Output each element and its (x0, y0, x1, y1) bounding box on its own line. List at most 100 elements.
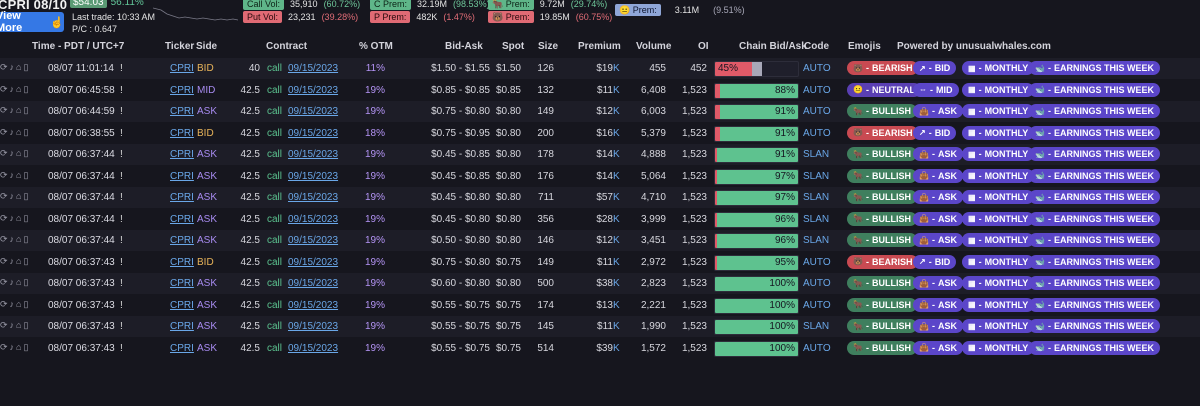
ticker-link[interactable]: CPRI (170, 84, 194, 96)
table-row[interactable]: ⟳♪⌂▯ 08/07 06:37:43! CPRI ASK 42.5 call 09/15/… (0, 316, 1200, 337)
earnings-tag[interactable]: 🐋 - EARNINGS THIS WEEK (1029, 233, 1160, 247)
row-action-icons[interactable]: ⟳♪⌂▯ (0, 234, 31, 244)
side-tag[interactable]: 👜 - ASK (913, 190, 963, 204)
col-otm[interactable]: % OTM (359, 41, 393, 52)
sentiment-tag[interactable]: 🐂 - BULLISH (847, 168, 917, 183)
earnings-tag[interactable]: 🐋 - EARNINGS THIS WEEK (1029, 254, 1160, 269)
row-action-icons[interactable]: ⟳♪⌂▯ (0, 191, 31, 201)
table-row[interactable]: ⟳♪⌂▯ 08/07 06:38:55! CPRI BID 42.5 call 09/15/… (0, 123, 1200, 144)
table-row[interactable]: ⟳♪⌂▯ 08/07 06:37:44! CPRI ASK 42.5 call 09/15/… (0, 166, 1200, 187)
ticker-link[interactable]: CPRI (170, 106, 194, 117)
ticker-link[interactable]: CPRI (170, 235, 194, 246)
expiry-link[interactable]: 09/15/2023 (288, 149, 339, 160)
table-row[interactable]: ⟳♪⌂▯ 08/07 06:37:44! CPRI ASK 42.5 call 09/15/… (0, 187, 1200, 208)
earnings-tag[interactable]: 🐋 - EARNINGS THIS WEEK (1029, 104, 1160, 118)
ticker-link[interactable]: CPRI (170, 299, 194, 311)
sentiment-tag[interactable]: 🐂 - BULLISH (847, 319, 917, 333)
sentiment-tag[interactable]: 🐂 - BULLISH (847, 190, 917, 204)
monthly-tag[interactable]: ▦ - MONTHLY (962, 297, 1035, 312)
earnings-tag[interactable]: 🐋 - EARNINGS THIS WEEK (1029, 147, 1160, 161)
col-spot[interactable]: Spot (502, 41, 525, 52)
monthly-tag[interactable]: ▦ - MONTHLY (962, 254, 1035, 269)
ticker-link[interactable]: CPRI (170, 278, 194, 289)
sentiment-tag[interactable]: 🐂 - BULLISH (847, 233, 917, 247)
col-bidask[interactable]: Bid-Ask (445, 41, 483, 52)
row-action-icons[interactable]: ⟳♪⌂▯ (0, 320, 31, 330)
earnings-tag[interactable]: 🐋 - EARNINGS THIS WEEK (1029, 168, 1160, 183)
row-action-icons[interactable]: ⟳♪⌂▯ (0, 62, 31, 72)
sentiment-tag[interactable]: 🐻 - BEARISH (847, 61, 919, 75)
expiry-link[interactable]: 09/15/2023 (288, 170, 339, 182)
side-tag[interactable]: ↗ - BID (913, 125, 957, 140)
table-row[interactable]: ⟳♪⌂▯ 08/07 06:37:43! CPRI ASK 42.5 call 09/15/… (0, 338, 1200, 359)
ticker-link[interactable]: CPRI (170, 192, 194, 203)
monthly-tag[interactable]: ▦ - MONTHLY (962, 168, 1035, 183)
ticker-link[interactable]: CPRI (170, 342, 194, 354)
side-tag[interactable]: ↗ - BID (913, 61, 957, 75)
earnings-tag[interactable]: 🐋 - EARNINGS THIS WEEK (1029, 319, 1160, 333)
sentiment-tag[interactable]: 🐂 - BULLISH (847, 104, 917, 118)
expiry-link[interactable]: 09/15/2023 (288, 278, 339, 289)
expiry-link[interactable]: 09/15/2023 (288, 84, 339, 96)
monthly-tag[interactable]: ▦ - MONTHLY (962, 190, 1035, 204)
side-tag[interactable]: 👜 - ASK (913, 233, 963, 247)
col-contract[interactable]: Contract (266, 41, 308, 52)
monthly-tag[interactable]: ▦ - MONTHLY (962, 340, 1035, 355)
ticker-link[interactable]: CPRI (170, 127, 194, 139)
sentiment-tag[interactable]: 🐻 - BEARISH (847, 125, 919, 140)
expiry-link[interactable]: 09/15/2023 (288, 213, 339, 225)
row-action-icons[interactable]: ⟳♪⌂▯ (0, 105, 31, 115)
expiry-link[interactable]: 09/15/2023 (288, 342, 339, 354)
monthly-tag[interactable]: ▦ - MONTHLY (962, 125, 1035, 140)
table-row[interactable]: ⟳♪⌂▯ 08/07 11:01:14! CPRI BID 40 call 09/15/20… (0, 58, 1200, 79)
powered-by[interactable]: Powered by unusualwhales.com (897, 41, 1051, 52)
monthly-tag[interactable]: ▦ - MONTHLY (962, 104, 1035, 118)
monthly-tag[interactable]: ▦ - MONTHLY (962, 82, 1035, 97)
col-code[interactable]: Code (804, 41, 829, 52)
row-action-icons[interactable]: ⟳♪⌂▯ (0, 83, 31, 94)
sentiment-tag[interactable]: 🐂 - BULLISH (847, 211, 917, 226)
expiry-link[interactable]: 09/15/2023 (288, 321, 339, 332)
table-row[interactable]: ⟳♪⌂▯ 08/07 06:37:43! CPRI BID 42.5 call 09/15/… (0, 252, 1200, 273)
earnings-tag[interactable]: 🐋 - EARNINGS THIS WEEK (1029, 340, 1160, 355)
ticker-link[interactable]: CPRI (170, 213, 194, 225)
col-volume[interactable]: Volume (636, 41, 672, 52)
expiry-link[interactable]: 09/15/2023 (288, 235, 339, 246)
view-more-button[interactable]: View More ☝ (0, 10, 64, 34)
earnings-tag[interactable]: 🐋 - EARNINGS THIS WEEK (1029, 125, 1160, 140)
ticker-link[interactable]: CPRI (170, 149, 194, 160)
side-tag[interactable]: 👜 - ASK (913, 297, 963, 312)
side-tag[interactable]: 👜 - ASK (913, 104, 963, 118)
row-action-icons[interactable]: ⟳♪⌂▯ (0, 126, 31, 137)
sentiment-tag[interactable]: 🐂 - BULLISH (847, 276, 917, 290)
sentiment-tag[interactable]: 🐂 - BULLISH (847, 340, 917, 355)
row-action-icons[interactable]: ⟳♪⌂▯ (0, 148, 31, 158)
side-tag[interactable]: ↗ - BID (913, 254, 957, 269)
table-row[interactable]: ⟳♪⌂▯ 08/07 06:37:44! CPRI ASK 42.5 call 09/15/… (0, 209, 1200, 230)
col-oi[interactable]: OI (698, 41, 709, 52)
row-action-icons[interactable]: ⟳♪⌂▯ (0, 277, 31, 287)
expiry-link[interactable]: 09/15/2023 (288, 192, 339, 203)
sentiment-tag[interactable]: 😐 - NEUTRAL (847, 82, 921, 97)
row-action-icons[interactable]: ⟳♪⌂▯ (0, 212, 31, 223)
col-ticker[interactable]: Ticker (165, 41, 195, 52)
earnings-tag[interactable]: 🐋 - EARNINGS THIS WEEK (1029, 61, 1160, 75)
side-tag[interactable]: 👜 - ASK (913, 276, 963, 290)
col-size[interactable]: Size (538, 41, 559, 52)
earnings-tag[interactable]: 🐋 - EARNINGS THIS WEEK (1029, 190, 1160, 204)
ticker-link[interactable]: CPRI (170, 321, 194, 332)
row-action-icons[interactable]: ⟳♪⌂▯ (0, 255, 31, 266)
ticker-link[interactable]: CPRI (170, 170, 194, 182)
earnings-tag[interactable]: 🐋 - EARNINGS THIS WEEK (1029, 82, 1160, 97)
monthly-tag[interactable]: ▦ - MONTHLY (962, 147, 1035, 161)
col-time[interactable]: Time - PDT / UTC+7 (32, 41, 125, 52)
monthly-tag[interactable]: ▦ - MONTHLY (962, 233, 1035, 247)
col-side[interactable]: Side (196, 41, 218, 52)
ticker-link[interactable]: CPRI (170, 63, 194, 74)
table-row[interactable]: ⟳♪⌂▯ 08/07 06:37:43! CPRI ASK 42.5 call 09/15/… (0, 273, 1200, 294)
sentiment-tag[interactable]: 🐂 - BULLISH (847, 147, 917, 161)
row-action-icons[interactable]: ⟳♪⌂▯ (0, 298, 31, 309)
sentiment-tag[interactable]: 🐻 - BEARISH (847, 254, 919, 269)
earnings-tag[interactable]: 🐋 - EARNINGS THIS WEEK (1029, 276, 1160, 290)
table-row[interactable]: ⟳♪⌂▯ 08/07 06:37:43! CPRI ASK 42.5 call 09/15/… (0, 295, 1200, 316)
